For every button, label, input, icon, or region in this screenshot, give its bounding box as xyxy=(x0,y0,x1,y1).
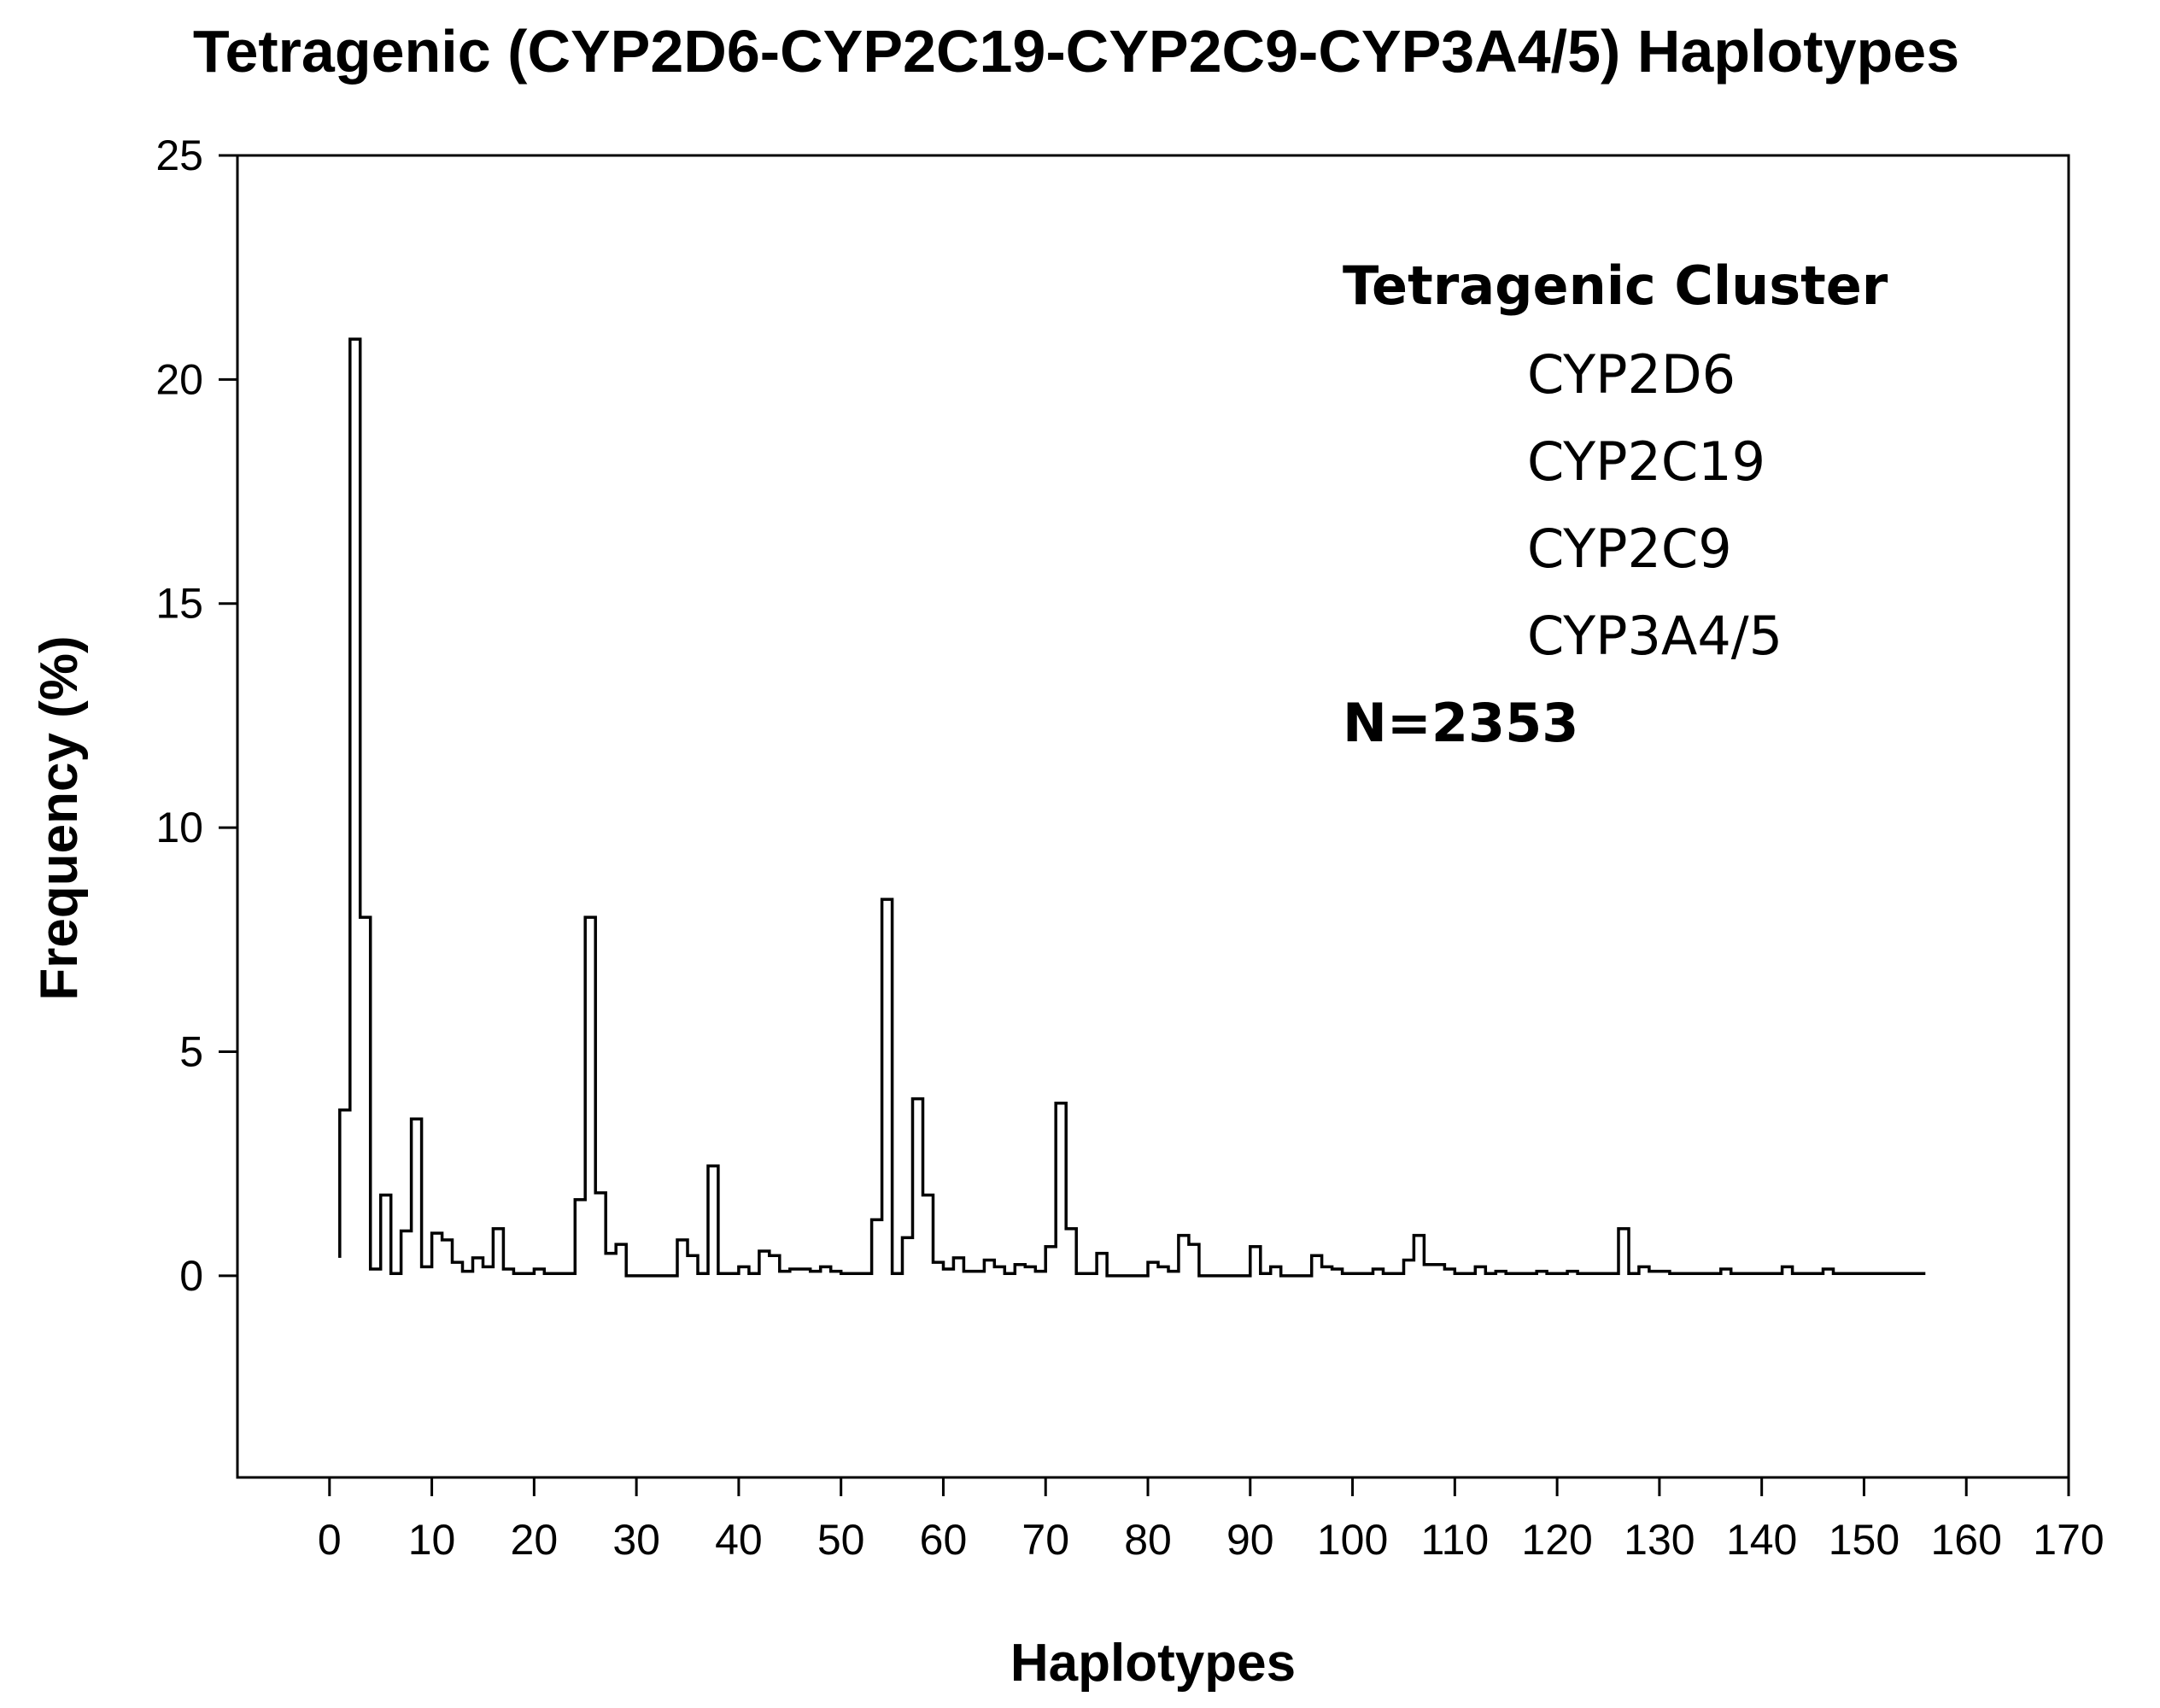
x-tick-label: 150 xyxy=(1829,1516,1900,1564)
chart-title: Tetragenic (CYP2D6-CYP2C19-CYP2C9-CYP3A4… xyxy=(193,18,1959,85)
x-tick-label: 30 xyxy=(612,1516,660,1564)
legend-gene-cyp2c19: CYP2C19 xyxy=(1527,430,1765,493)
y-tick-label: 0 xyxy=(179,1252,203,1300)
y-tick-label: 25 xyxy=(155,132,203,179)
y-tick-label: 15 xyxy=(155,580,203,628)
x-tick-label: 80 xyxy=(1124,1516,1172,1564)
x-tick-label: 130 xyxy=(1624,1516,1695,1564)
y-tick-label: 20 xyxy=(155,355,203,403)
x-tick-label: 10 xyxy=(408,1516,456,1564)
y-tick-label: 5 xyxy=(179,1027,203,1075)
legend-cluster-title: Tetragenic Cluster xyxy=(1343,254,1888,317)
series-line xyxy=(338,337,1926,1278)
x-tick-label: 160 xyxy=(1931,1516,2002,1564)
legend-sample-size: N=2353 xyxy=(1343,692,1578,754)
x-axis-ticks: 0 10 20 30 40 50 60 70 80 90 100 110 120 130 140 150 160… xyxy=(318,1477,2104,1564)
x-tick-label: 140 xyxy=(1726,1516,1797,1564)
x-tick-label: 110 xyxy=(1420,1516,1489,1564)
y-axis-ticks: 0 5 10 15 20 25 xyxy=(155,132,237,1300)
plot-area-frame xyxy=(236,154,2070,1479)
legend-gene-cyp2d6: CYP2D6 xyxy=(1527,343,1736,406)
x-tick-label: 120 xyxy=(1521,1516,1592,1564)
x-tick-label: 20 xyxy=(511,1516,559,1564)
x-tick-label: 60 xyxy=(920,1516,968,1564)
x-tick-label: 70 xyxy=(1021,1516,1069,1564)
x-tick-label: 170 xyxy=(2033,1516,2104,1564)
x-axis-label: Haplotypes xyxy=(1010,1634,1296,1693)
y-tick-label: 10 xyxy=(155,804,203,851)
x-tick-label: 50 xyxy=(817,1516,865,1564)
legend-gene-cyp3a45: CYP3A4/5 xyxy=(1527,605,1782,667)
legend-gene-cyp2c9: CYP2C9 xyxy=(1527,518,1732,580)
x-tick-label: 40 xyxy=(715,1516,763,1564)
y-axis-label: Frequency (%) xyxy=(30,635,89,1000)
x-tick-label: 90 xyxy=(1226,1516,1274,1564)
x-tick-label: 0 xyxy=(318,1516,342,1564)
x-tick-label: 100 xyxy=(1317,1516,1388,1564)
